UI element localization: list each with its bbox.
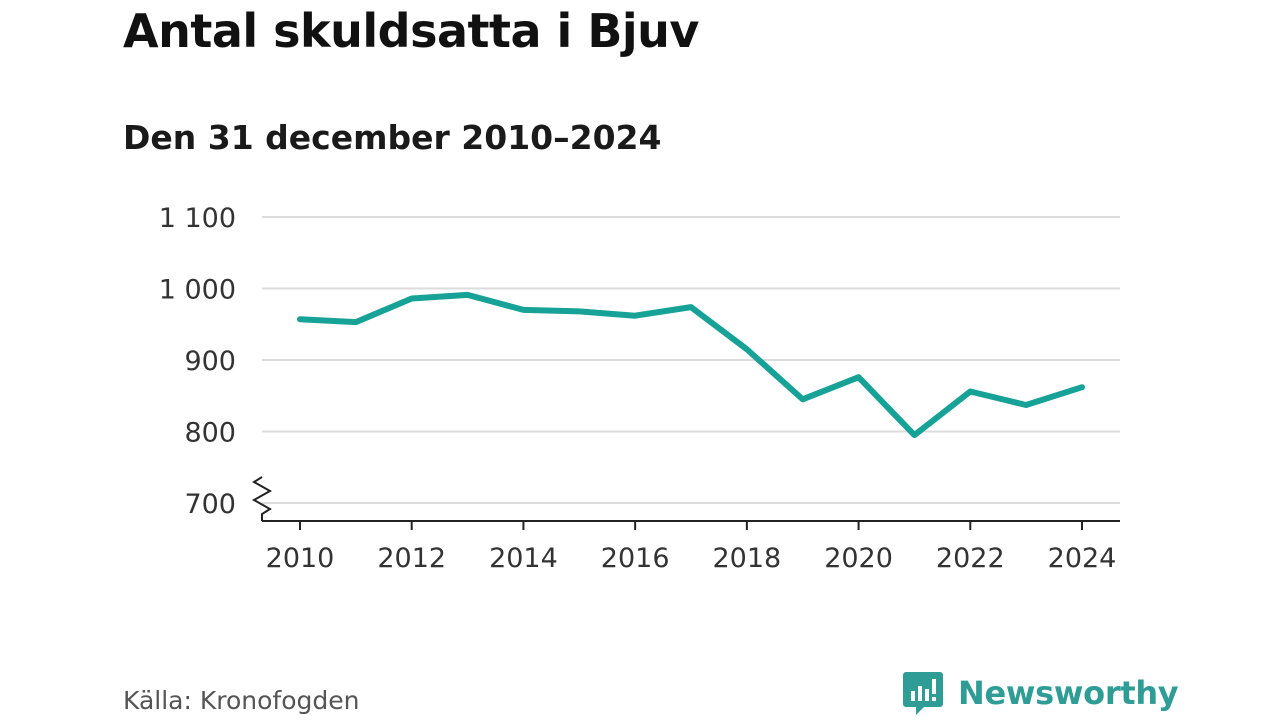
y-axis-ticks: 700 800 900 1 000 1 100: [159, 203, 236, 520]
x-axis: 2010 2012 2014 2016 2018 2020 2022 2024: [251, 476, 1120, 574]
y-tick-label: 1 100: [159, 203, 236, 234]
series-line: [297, 291, 1085, 439]
brand-name: Newsworthy: [958, 674, 1179, 712]
chart-subtitle: Den 31 december 2010–2024: [123, 118, 662, 157]
x-tick-label: 2012: [377, 543, 446, 574]
y-tick-label: 1 000: [159, 275, 236, 306]
source-note: Källa: Kronofogden: [123, 686, 360, 715]
y-tick-label: 900: [184, 346, 236, 377]
brand-logo: Newsworthy: [902, 670, 1179, 716]
bar-chart-speech-icon: [903, 672, 943, 715]
y-tick-label: 800: [184, 418, 236, 449]
series-layer: [297, 291, 1085, 439]
x-tick-label: 2022: [936, 543, 1005, 574]
gridlines: [262, 216, 1120, 504]
y-tick-label: 700: [184, 489, 236, 520]
x-tick-label: 2018: [712, 543, 781, 574]
x-tick-label: 2014: [489, 543, 558, 574]
x-tick-label: 2016: [601, 543, 670, 574]
x-tick-label: 2020: [824, 543, 893, 574]
x-tick-label: 2010: [266, 543, 335, 574]
chart-title: Antal skuldsatta i Bjuv: [123, 4, 699, 58]
axis-break-marker: [251, 476, 273, 521]
x-tick-label: 2024: [1048, 543, 1117, 574]
